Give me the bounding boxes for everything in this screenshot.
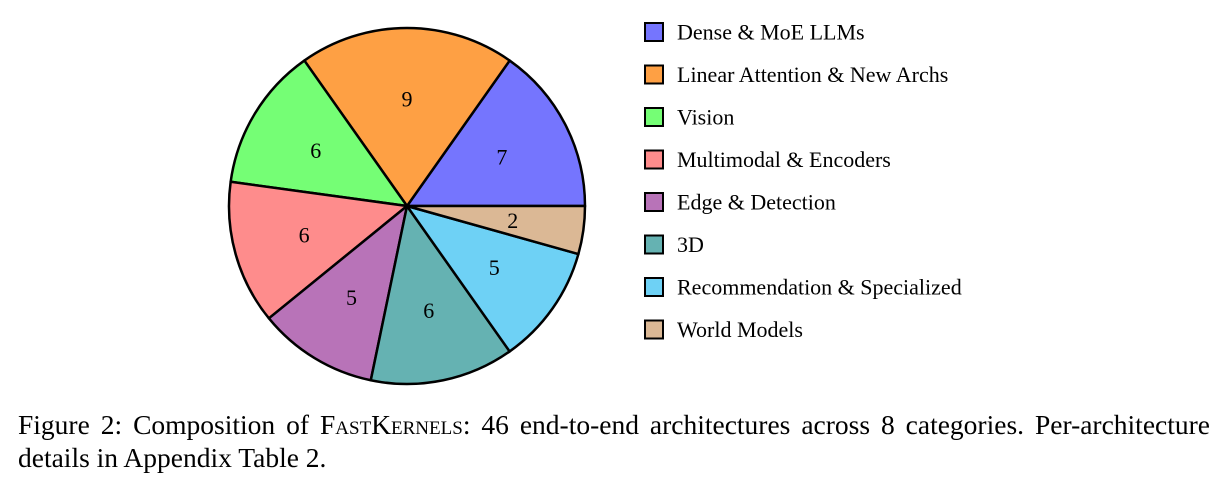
slice-value-label: 9 bbox=[402, 87, 413, 112]
slice-value-label: 7 bbox=[496, 144, 507, 169]
legend-label-vision: Vision bbox=[677, 105, 734, 130]
slice-value-label: 5 bbox=[346, 285, 357, 310]
figure-caption: Figure 2: Composition of FastKernels: 46… bbox=[18, 408, 1210, 474]
legend-label-3d: 3D bbox=[677, 232, 704, 257]
pie-slice-3d bbox=[369, 204, 511, 386]
legend-label-world-models: World Models bbox=[677, 317, 803, 342]
slice-value-label: 6 bbox=[310, 138, 321, 163]
slice-value-label: 6 bbox=[299, 222, 310, 247]
pie-slice-multimodal-and-encoders bbox=[227, 180, 409, 320]
slice-value-label: 5 bbox=[489, 255, 500, 280]
legend-swatch-edge-and-detection bbox=[644, 192, 664, 212]
caption-suffix: : 46 end-to-end architectures across 8 c… bbox=[18, 409, 1210, 473]
legend: Dense & MoE LLMs Linear Attention & New A… bbox=[644, 20, 962, 342]
legend-swatch-world-models bbox=[644, 319, 664, 340]
pie-slice-edge-and-detection bbox=[267, 204, 409, 382]
caption-prefix: Figure 2: Composition of bbox=[18, 409, 320, 440]
pie-slice-vision bbox=[229, 59, 409, 208]
legend-label-recommendation-and-specialized: Recommendation & Specialized bbox=[677, 275, 962, 300]
pie-slice-dense-and-moe-llms bbox=[405, 59, 587, 208]
pie-slice-world-models bbox=[405, 204, 587, 256]
slice-value-label: 2 bbox=[507, 208, 518, 233]
slice-value-label: 6 bbox=[423, 298, 434, 323]
legend-label-dense-and-moe-llms: Dense & MoE LLMs bbox=[677, 20, 865, 45]
pie-slice-linear-attention-and-new-archs bbox=[303, 26, 511, 208]
legend-swatch-multimodal-and-encoders bbox=[644, 149, 664, 170]
legend-swatch-dense-and-moe-llms bbox=[644, 22, 664, 42]
legend-swatch-recommendation-and-specialized bbox=[644, 277, 664, 297]
legend-swatch-3d bbox=[644, 234, 664, 255]
legend-swatch-vision bbox=[644, 107, 664, 127]
pie-slices bbox=[227, 26, 587, 386]
caption-name: FastKernels bbox=[319, 409, 463, 440]
legend-label-edge-and-detection: Edge & Detection bbox=[677, 190, 836, 215]
legend-label-multimodal-and-encoders: Multimodal & Encoders bbox=[677, 147, 891, 172]
legend-label-linear-attention-and-new-archs: Linear Attention & New Archs bbox=[677, 62, 948, 87]
legend-swatch-linear-attention-and-new-archs bbox=[644, 64, 664, 85]
